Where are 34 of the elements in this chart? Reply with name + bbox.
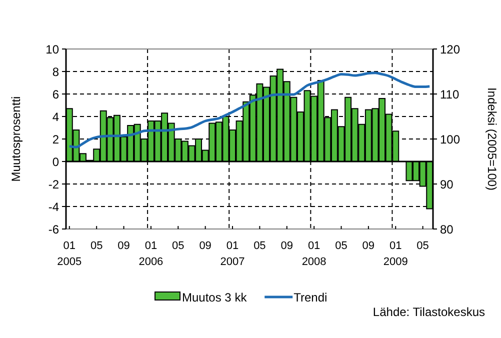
y-tick-label: 6: [52, 88, 60, 102]
y-tick-label: 4: [52, 110, 60, 124]
y-tick-label: -2: [48, 178, 60, 192]
x-tick-label: 01 2008: [302, 240, 326, 268]
x-tick-label: 05: [254, 240, 266, 252]
x-tick-label: 09: [280, 240, 294, 252]
y-tick-label: 10: [46, 42, 60, 56]
x-tick-label: 05: [90, 240, 103, 252]
y-tick-label: 2: [52, 132, 60, 146]
text: Lähde: Tilastokeskus: [372, 305, 485, 319]
x-tick-label: 09: [362, 240, 375, 252]
line-series: [68, 72, 431, 148]
x-tick-label: 05: [172, 240, 184, 252]
y2-tick-label: 100: [440, 132, 460, 146]
y-tick-label: -4: [48, 200, 60, 214]
y-tick-label: 0: [52, 155, 60, 169]
y-axis-title: Muutosprosentti: [9, 96, 23, 182]
x-tick-label: 01 2005: [57, 240, 82, 268]
x-tick-label: 01 2009: [383, 240, 408, 268]
legend-label: Muutos 3 kk: [182, 290, 248, 304]
x-tick-label: 01 2006: [138, 240, 164, 268]
x-tick-label: 05: [416, 240, 429, 252]
y2-tick-label: 120: [440, 42, 460, 56]
y-tick-label: 8: [52, 65, 60, 79]
y2-tick-label: 90: [440, 178, 454, 192]
y2-tick-label: 110: [440, 88, 460, 102]
y-tick-label: -6: [48, 222, 60, 236]
x-tick-label: 09: [118, 240, 130, 252]
legend-label: Trendi: [294, 290, 328, 304]
x-tick-label: 01 2007: [220, 240, 245, 268]
x-tick-label: 09: [199, 240, 212, 252]
y2-axis-title: Indeksi (2005=100): [485, 87, 499, 191]
x-tick-label: 05: [335, 240, 348, 252]
y2-tick-label: 80: [440, 222, 454, 236]
